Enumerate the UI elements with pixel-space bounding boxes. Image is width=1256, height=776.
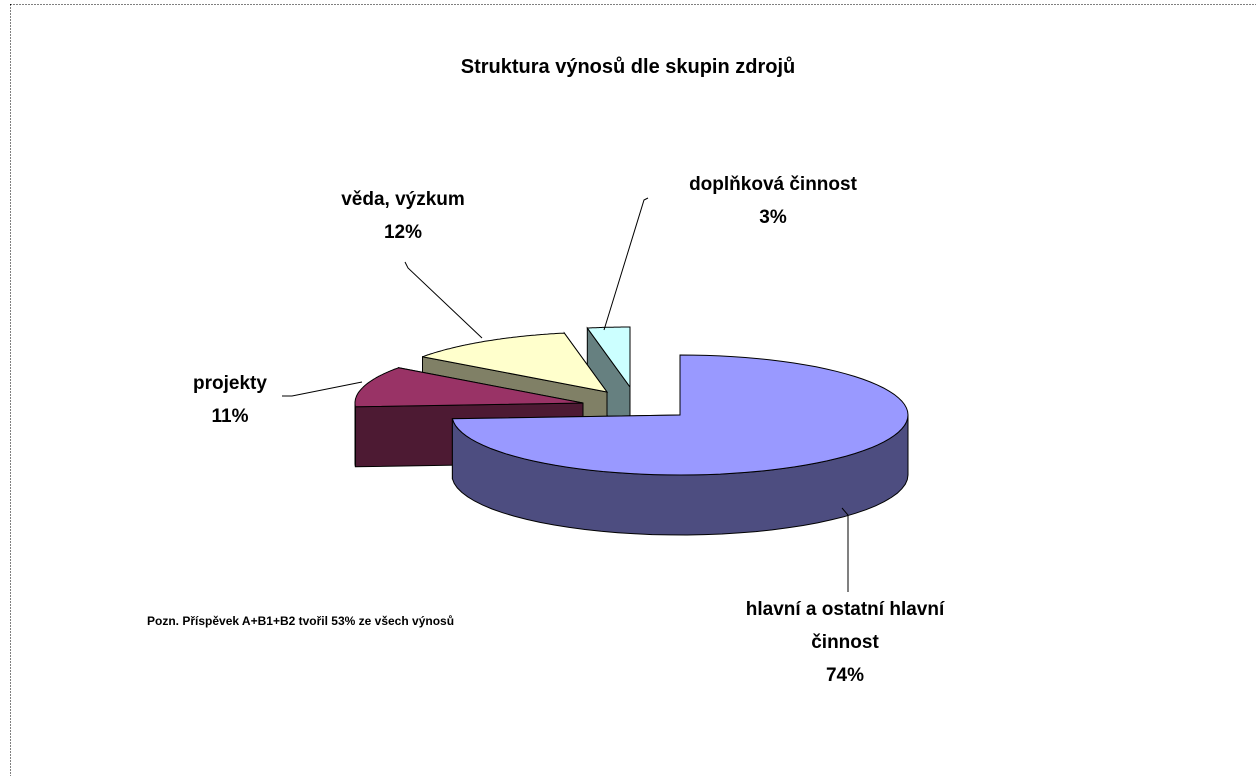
value-label: 3% xyxy=(759,207,787,228)
slice xyxy=(422,332,609,393)
pie xyxy=(354,326,909,536)
slice xyxy=(586,326,631,389)
frame xyxy=(10,4,1256,776)
annotation: Pozn. Příspěvek A+B1+B2 tvořil 53% ze vš… xyxy=(147,614,455,628)
slice-label: věda, výzkum 12% xyxy=(303,183,503,249)
leader-lines xyxy=(282,197,849,592)
slice-label: hlavní a ostatní hlavní činnost 74% xyxy=(745,593,945,692)
leader-line xyxy=(603,197,649,331)
category-label: doplňková činnost xyxy=(689,174,857,195)
slice xyxy=(451,354,909,476)
slice-label: projekty 11% xyxy=(160,367,300,433)
category-label: projekty xyxy=(193,373,267,394)
value-label: 11% xyxy=(211,406,249,427)
leader-line xyxy=(282,381,363,397)
leader-line xyxy=(841,507,849,592)
category-label: věda, výzkum xyxy=(341,189,465,210)
leader-line xyxy=(404,261,483,339)
slice-label: doplňková činnost 3% xyxy=(655,168,891,234)
slice xyxy=(354,367,584,408)
value-label: 74% xyxy=(825,665,865,686)
value-label: 12% xyxy=(383,222,423,243)
category-label: hlavní a ostatní hlavní činnost xyxy=(745,599,945,653)
chart-title: Struktura výnosů dle skupin zdrojů xyxy=(460,56,796,78)
